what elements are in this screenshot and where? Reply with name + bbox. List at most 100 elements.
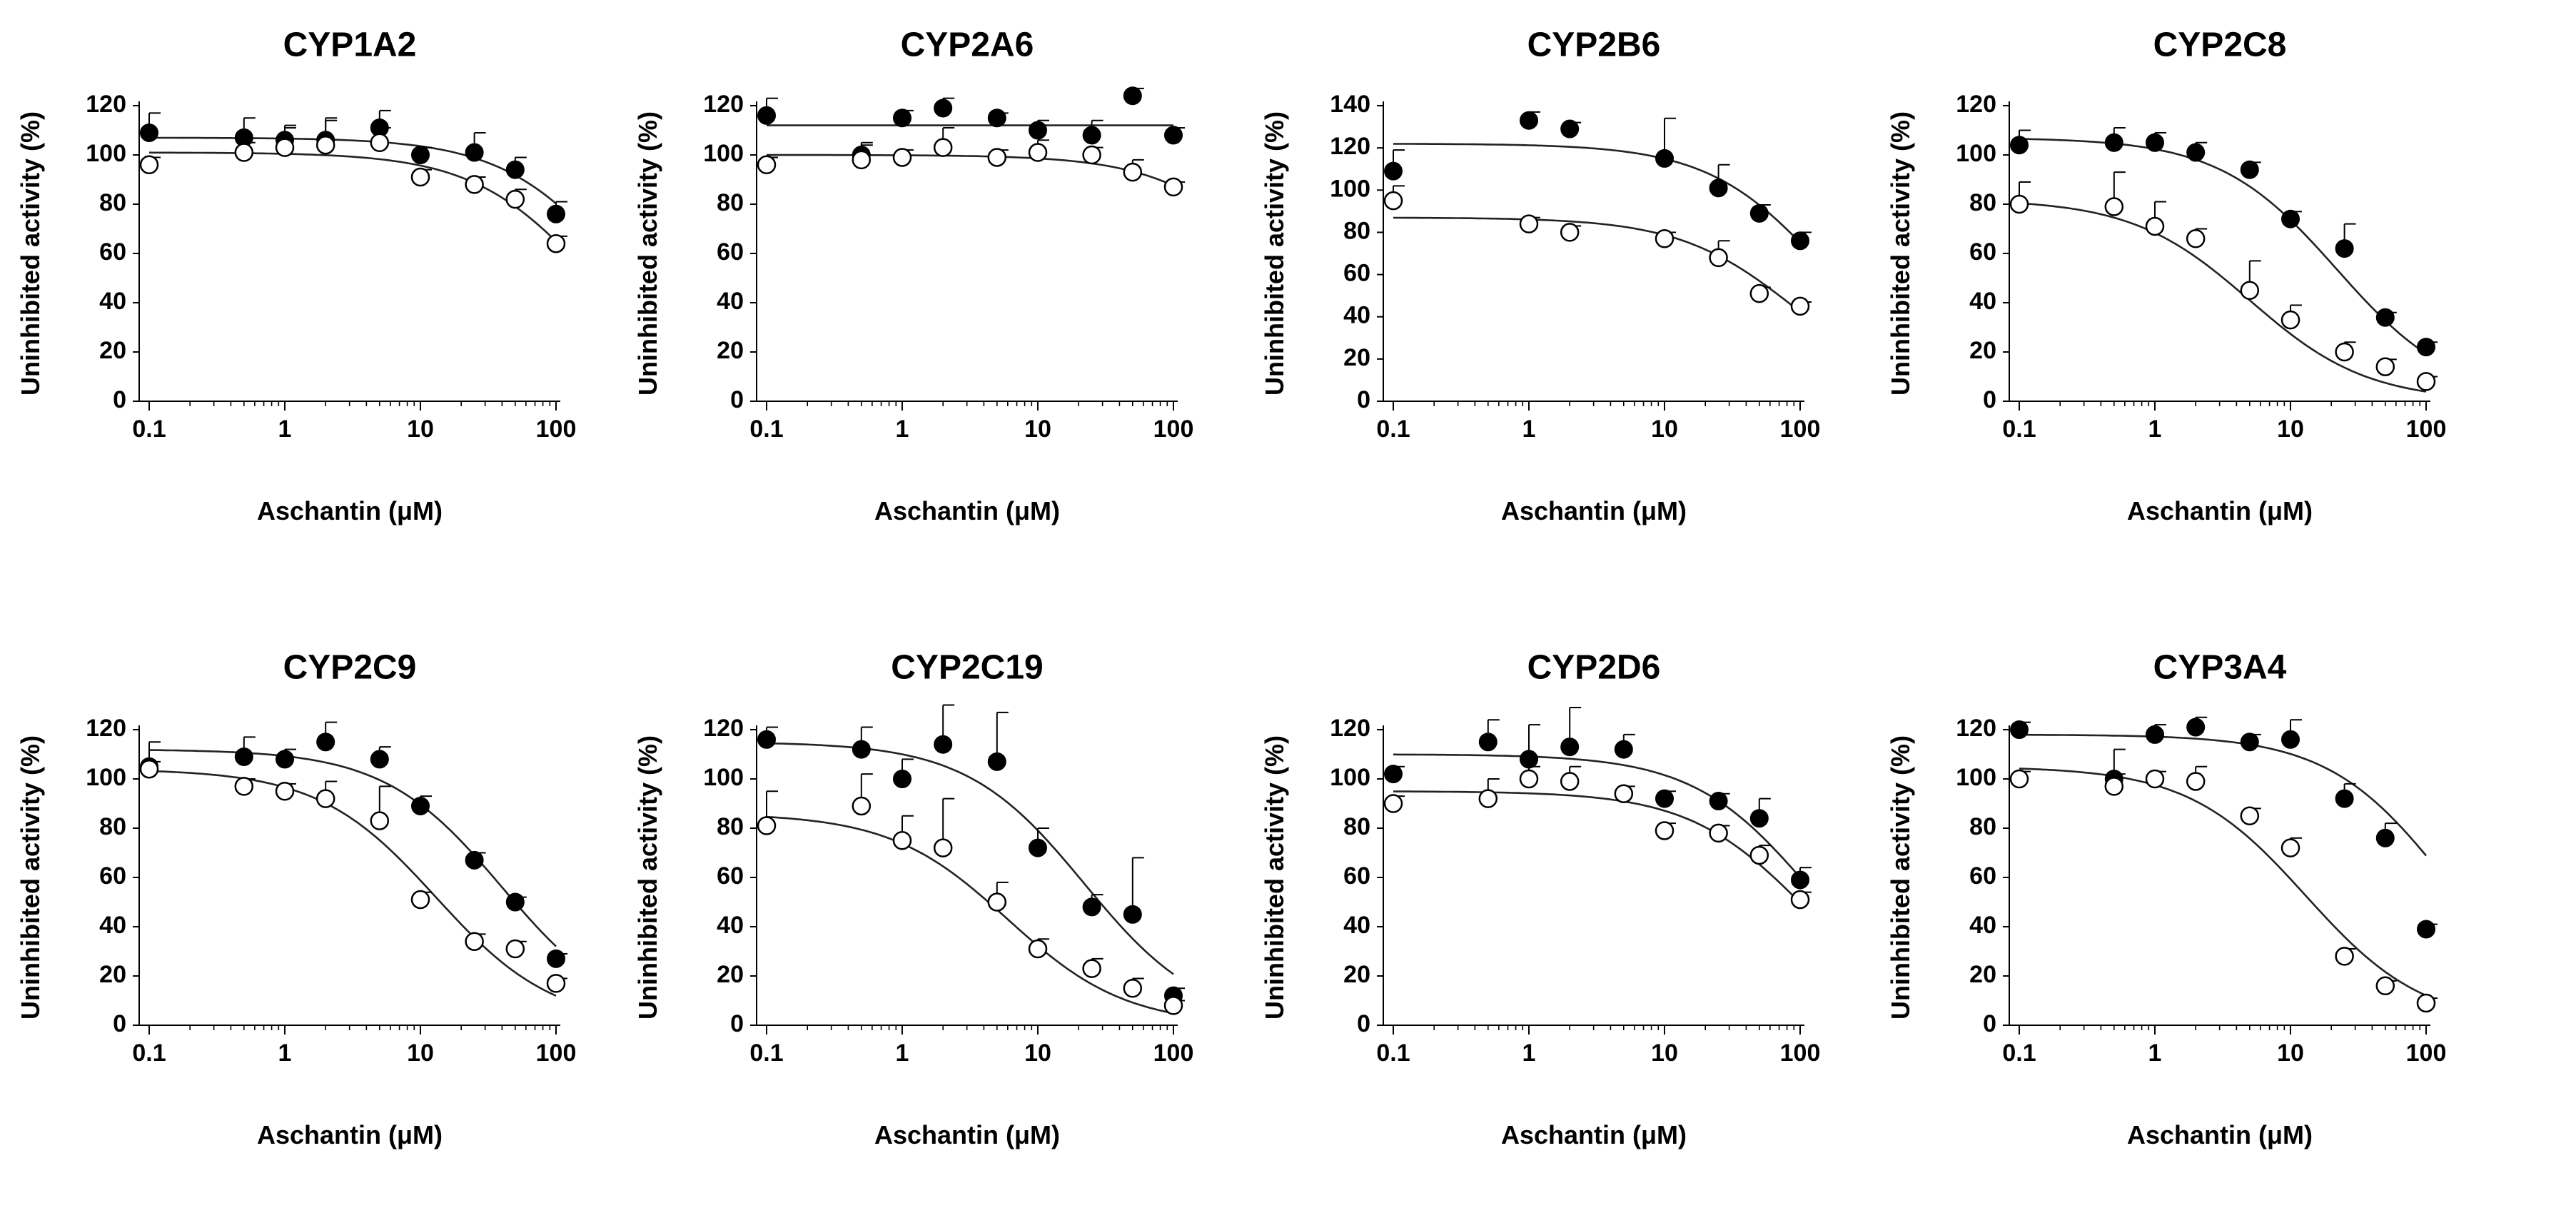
data-point-filled xyxy=(465,143,484,162)
y-tick-label: 0 xyxy=(730,386,744,413)
y-tick-label: 120 xyxy=(703,715,744,742)
data-point-open xyxy=(546,233,566,253)
data-point-open xyxy=(1123,979,1143,998)
x-tick-label: 1 xyxy=(2148,416,2162,443)
y-tick-label: 80 xyxy=(1969,189,1996,216)
chart-panel-cyp1a2: CYP1A2 0 20 40 60 80 100 120 0.1 1 10 100 Aschantin … xyxy=(16,26,576,525)
y-tick-label: 0 xyxy=(730,1010,744,1037)
x-tick-label: 10 xyxy=(2277,416,2304,443)
data-point-open xyxy=(892,148,912,167)
x-tick-label: 0.1 xyxy=(749,1040,783,1067)
data-point-filled xyxy=(2146,133,2164,152)
data-point-open xyxy=(1560,772,1580,791)
data-point-open xyxy=(2280,310,2300,330)
data-point-open xyxy=(2009,769,2029,789)
y-tick-label: 60 xyxy=(1343,862,1370,890)
data-point-filled xyxy=(1123,905,1142,924)
y-tick-label: 60 xyxy=(99,238,126,266)
data-point-open xyxy=(315,135,335,155)
y-tick-label: 100 xyxy=(1956,764,1996,791)
data-point-filled xyxy=(757,730,776,749)
y-tick-label: 20 xyxy=(717,337,744,364)
data-point-filled xyxy=(547,949,565,968)
data-point-open xyxy=(1478,789,1498,808)
data-point-filled xyxy=(370,750,389,769)
data-point-open xyxy=(852,796,872,816)
y-axis-label: Uninhibited activity (%) xyxy=(1886,735,1915,1020)
data-point-filled xyxy=(2281,209,2300,228)
x-axis-label: Aschantin (μM) xyxy=(2127,496,2313,525)
y-tick-label: 20 xyxy=(717,961,744,988)
y-tick-label: 120 xyxy=(1956,91,1996,118)
data-point-filled xyxy=(893,109,911,128)
y-tick-label: 60 xyxy=(717,238,744,266)
x-axis-label: Aschantin (μM) xyxy=(2127,1120,2313,1149)
chart-title: CYP3A4 xyxy=(2153,649,2287,687)
fit-curve-filled xyxy=(1393,753,1801,878)
data-point-filled xyxy=(1520,111,1538,130)
y-tick-label: 80 xyxy=(717,189,744,216)
y-axis-label: Uninhibited activity (%) xyxy=(16,735,45,1020)
data-point-open xyxy=(315,789,335,808)
fit-curve-open xyxy=(1393,216,1801,313)
y-tick-label: 20 xyxy=(1343,344,1370,371)
data-point-filled xyxy=(1082,126,1101,145)
x-tick-label: 10 xyxy=(1024,1040,1051,1067)
data-point-open xyxy=(2335,947,2354,966)
data-point-open xyxy=(2280,838,2300,857)
x-tick-label: 1 xyxy=(278,1040,292,1067)
data-point-open xyxy=(757,155,777,175)
fit-curve-open xyxy=(2019,767,2427,997)
data-point-open xyxy=(2416,993,2436,1013)
data-point-open xyxy=(465,175,484,194)
x-axis-label: Aschantin (μM) xyxy=(257,1120,443,1149)
data-point-filled xyxy=(987,109,1006,128)
data-point-open xyxy=(370,133,390,152)
data-point-open xyxy=(1519,769,1539,789)
x-tick-label: 0.1 xyxy=(2002,1040,2036,1067)
data-point-filled xyxy=(1614,740,1633,759)
y-axis-label: Uninhibited activity (%) xyxy=(633,735,662,1020)
data-point-filled xyxy=(1029,838,1047,857)
data-point-open xyxy=(1123,162,1143,182)
data-point-open xyxy=(234,143,254,162)
data-point-open xyxy=(2416,372,2436,391)
data-point-open xyxy=(505,939,525,959)
data-point-open xyxy=(2375,976,2395,996)
x-tick-label: 10 xyxy=(407,1040,434,1067)
data-point-open xyxy=(1790,890,1810,910)
chart-panel-cyp2b6: CYP2B6 0 20 40 60 80 100 120 140 0.1 1 10 100 Aschant… xyxy=(1260,26,1820,525)
data-point-open xyxy=(1028,939,1048,959)
x-tick-label: 100 xyxy=(536,1040,577,1067)
x-axis-label: Aschantin (μM) xyxy=(1501,1120,1687,1149)
data-point-filled xyxy=(2240,160,2259,179)
data-point-open xyxy=(2186,772,2206,791)
data-point-filled xyxy=(1029,121,1047,140)
data-point-filled xyxy=(2010,136,2029,155)
y-tick-label: 100 xyxy=(1956,140,1996,167)
x-tick-label: 0.1 xyxy=(132,416,166,443)
data-point-filled xyxy=(1082,897,1101,917)
data-point-filled xyxy=(1560,738,1580,757)
y-tick-label: 40 xyxy=(99,288,126,315)
data-point-open xyxy=(933,838,953,857)
y-tick-label: 80 xyxy=(99,813,126,840)
data-point-open xyxy=(987,892,1007,912)
data-point-open xyxy=(892,831,912,850)
y-tick-label: 40 xyxy=(717,912,744,939)
y-tick-label: 120 xyxy=(86,91,126,118)
data-point-open xyxy=(2145,769,2165,789)
x-tick-label: 100 xyxy=(1153,416,1194,443)
data-point-open xyxy=(1560,223,1580,242)
data-point-open xyxy=(2145,216,2165,236)
x-axis-label: Aschantin (μM) xyxy=(1501,496,1687,525)
x-axis-label: Aschantin (μM) xyxy=(257,496,443,525)
x-tick-label: 10 xyxy=(1024,416,1051,443)
x-tick-label: 100 xyxy=(2406,1040,2447,1067)
data-point-filled xyxy=(757,106,776,125)
fit-curve-filled xyxy=(149,749,557,947)
y-axis-label: Uninhibited activity (%) xyxy=(1886,111,1915,396)
data-point-open xyxy=(933,138,953,157)
data-point-filled xyxy=(2186,718,2206,737)
x-tick-label: 1 xyxy=(1522,1040,1536,1067)
